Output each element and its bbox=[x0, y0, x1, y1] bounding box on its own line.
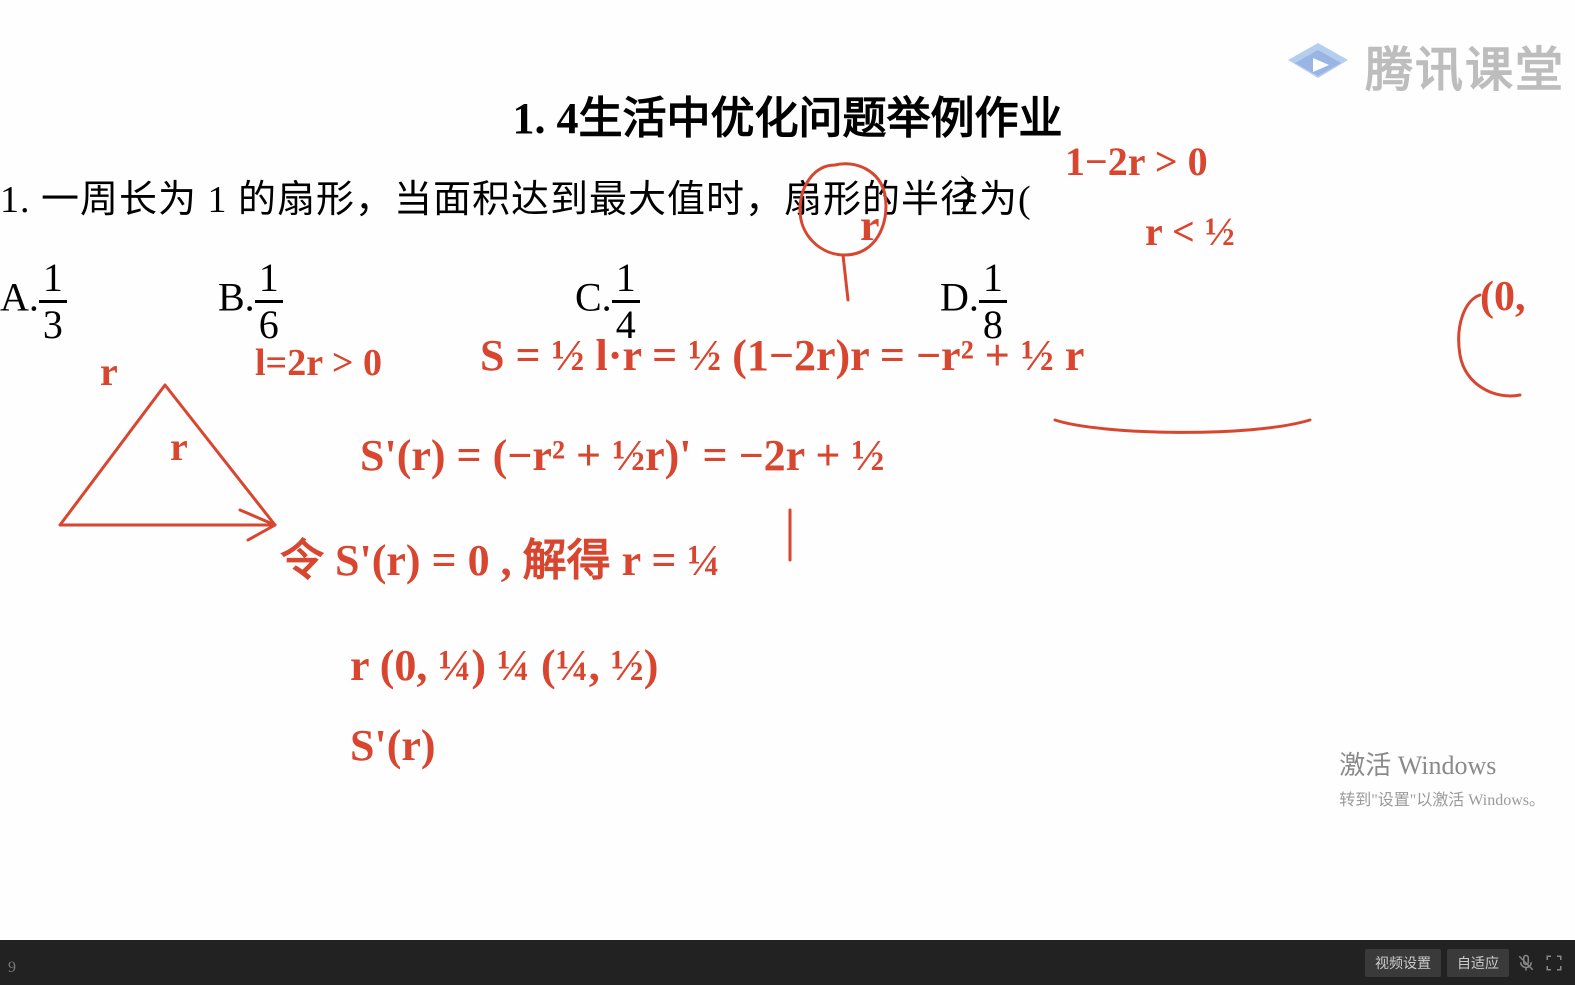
timestamp-label: 9 bbox=[8, 959, 16, 977]
svg-text:S'(r): S'(r) bbox=[350, 721, 436, 770]
watermark-line1: 激活 Windows bbox=[1339, 745, 1545, 782]
option: B.16 bbox=[218, 258, 283, 345]
svg-text:S'(r) = (−r² + ½r)' = −2r + ½: S'(r) = (−r² + ½r)' = −2r + ½ bbox=[360, 431, 884, 480]
fit-mode-button[interactable]: 自适应 bbox=[1447, 949, 1509, 977]
svg-text:r: r bbox=[100, 349, 118, 394]
svg-text:令 S'(r) = 0 , 解得 r = ¼: 令 S'(r) = 0 , 解得 r = ¼ bbox=[280, 536, 720, 585]
option: A.13 bbox=[0, 258, 67, 345]
video-control-bar: 9 视频设置 自适应 bbox=[0, 940, 1575, 985]
mic-off-icon[interactable] bbox=[1515, 952, 1537, 974]
svg-text:(0,: (0, bbox=[1480, 274, 1526, 320]
paren-close: ) bbox=[960, 168, 973, 212]
svg-text:r: r bbox=[170, 424, 188, 469]
svg-text:r < ½: r < ½ bbox=[1145, 209, 1235, 254]
video-settings-button[interactable]: 视频设置 bbox=[1365, 949, 1441, 977]
document-page: 腾讯课堂 1. 4生活中优化问题举例作业 1. 一周长为 1 的扇形，当面积达到… bbox=[0, 0, 1575, 940]
watermark-line2: 转到"设置"以激活 Windows。 bbox=[1339, 786, 1545, 810]
page-title: 1. 4生活中优化问题举例作业 bbox=[0, 82, 1575, 146]
fullscreen-icon[interactable] bbox=[1543, 952, 1565, 974]
windows-watermark: 激活 Windows 转到"设置"以激活 Windows。 bbox=[1339, 745, 1545, 810]
question-text: 1. 一周长为 1 的扇形，当面积达到最大值时，扇形的半径为( bbox=[0, 168, 1032, 223]
option: C.14 bbox=[575, 258, 640, 345]
svg-text:l=2r > 0: l=2r > 0 bbox=[255, 342, 382, 384]
svg-text:r (0, ¼) ¼ (¼, ½): r (0, ¼) ¼ (¼, ½) bbox=[350, 641, 658, 690]
option: D.18 bbox=[940, 258, 1007, 345]
